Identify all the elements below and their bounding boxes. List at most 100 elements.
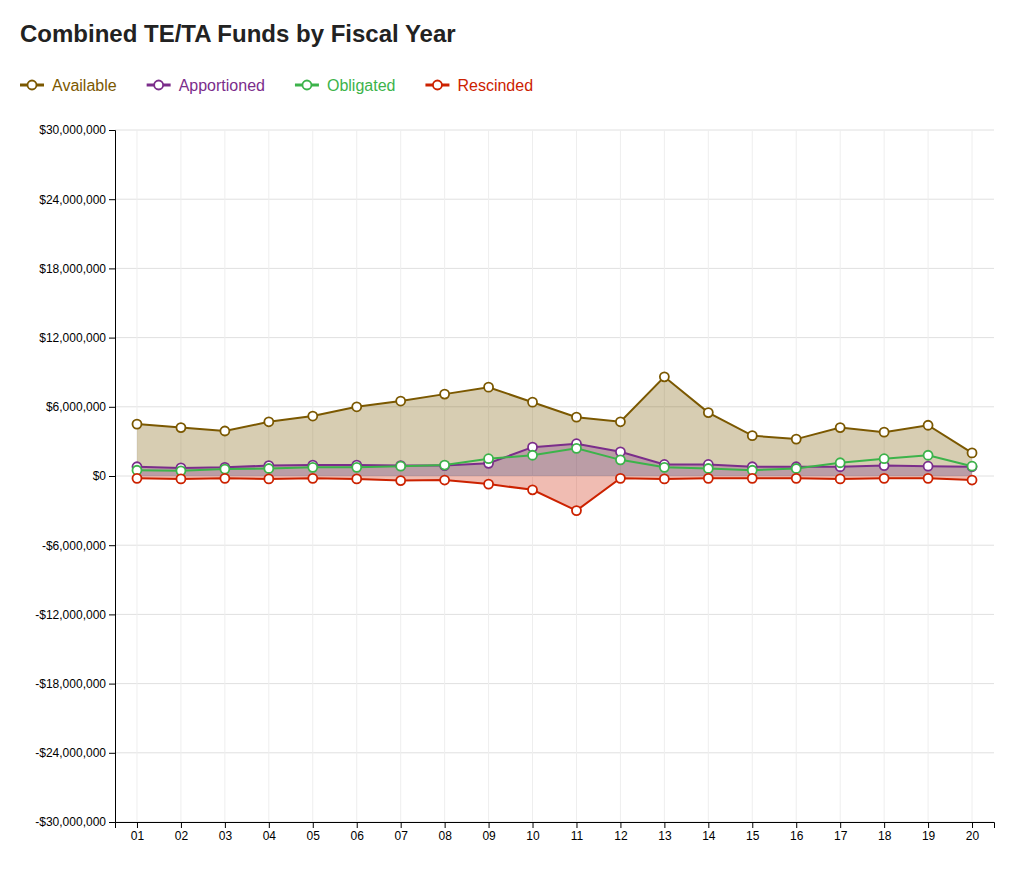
grid-line-y [115,337,994,338]
x-tick-mark [972,822,973,828]
legend-label: Available [52,77,117,94]
point [836,423,845,432]
x-tick: 04 [263,822,277,843]
x-tick: 14 [702,822,716,843]
x-tick-mark [181,822,182,828]
point [924,421,933,430]
point [264,474,273,483]
x-tick-label: 14 [702,829,716,843]
x-tick: 15 [746,822,760,843]
y-tick-label: -$30,000,000 [35,815,106,829]
x-tick-label: 12 [614,829,628,843]
markers [132,439,976,472]
x-tick-mark [928,822,929,828]
x-tick-label: 07 [394,829,408,843]
x-tick-label: 04 [263,829,277,843]
point [704,464,713,473]
point [352,474,361,483]
y-tick-mark [109,407,115,408]
point [308,474,317,483]
grid-line-y [115,406,994,407]
line [137,448,972,470]
point [748,474,757,483]
x-tick: 20 [966,822,980,843]
point [220,427,229,436]
y-tick: -$18,000,000 [35,677,115,691]
markers [132,474,976,515]
legend-item: Obligated [295,77,396,94]
y-tick: $24,000,000 [39,193,115,207]
legend-item: Apportioned [147,77,265,94]
legend: Available Apportioned Obligated Rescinded [20,77,533,94]
x-tick: 18 [878,822,892,843]
legend-label: Rescinded [457,77,533,94]
y-tick: -$24,000,000 [35,746,115,760]
x-tick-label: 02 [175,829,189,843]
point [704,408,713,417]
x-tick-label: 03 [219,829,233,843]
x-tick: 06 [351,822,365,843]
x-tick-mark [796,822,797,828]
point [572,506,581,515]
x-tick-mark [137,822,138,828]
x-tick-label: 20 [966,829,980,843]
y-tick-label: $24,000,000 [39,193,106,207]
point [968,448,977,457]
x-tick-mark [752,822,753,828]
x-tick-label: 16 [790,829,804,843]
point [396,397,405,406]
point [660,474,669,483]
y-tick-mark [109,268,115,269]
x-tick: 19 [922,822,936,843]
x-tick-label: 11 [571,829,584,843]
area [137,476,972,511]
x-tick-mark [664,822,665,828]
point [792,464,801,473]
x-tick-mark [620,822,621,828]
point [924,462,933,471]
point [792,435,801,444]
y-tick: -$12,000,000 [35,608,115,622]
point [484,480,493,489]
legend-label: Obligated [327,77,396,94]
x-tick-mark [401,822,402,828]
x-tick-label: 01 [131,829,145,843]
point [660,463,669,472]
point [220,465,229,474]
point [440,461,449,470]
x-tick-mark [533,822,534,828]
markers [132,444,976,475]
line [137,444,972,468]
point [308,463,317,472]
grid-line-y [115,683,994,684]
x-tick: 16 [790,822,804,843]
y-tick-label: $12,000,000 [39,331,106,345]
x-tick: 12 [614,822,628,843]
y-tick: -$6,000,000 [42,539,115,553]
grid-line-y [115,199,994,200]
point [616,474,625,483]
y-tick-label: $0 [93,469,107,483]
point [704,474,713,483]
point [396,476,405,485]
x-tick: 07 [394,822,408,843]
x-tick-mark [357,822,358,828]
point [440,461,449,470]
x-tick-mark [225,822,226,828]
y-tick: -$30,000,000 [35,815,115,829]
x-tick-mark [489,822,490,828]
y-tick: $12,000,000 [39,331,115,345]
grid [115,130,994,822]
point [132,474,141,483]
x-tick-label: 19 [922,829,936,843]
grid-line-y [115,614,994,615]
x-tick-label: 05 [307,829,321,843]
title: Combined TE/TA Funds by Fiscal Year [20,20,456,47]
point [176,423,185,432]
y-tick-label: $30,000,000 [39,123,106,137]
y-tick-label: $18,000,000 [39,262,106,276]
y-tick-mark [109,753,115,754]
point [968,462,977,471]
point [880,474,889,483]
chart: Combined TE/TA Funds by Fiscal Year Avail… [0,0,1024,872]
